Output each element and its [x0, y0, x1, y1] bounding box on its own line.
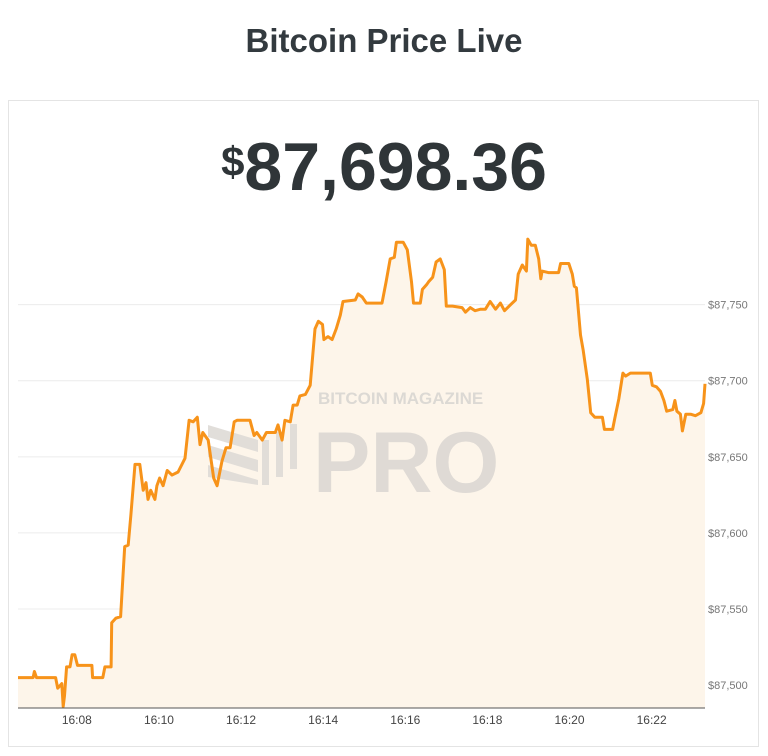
x-tick-label: 16:18 — [472, 713, 502, 727]
watermark-line1: BITCOIN MAGAZINE — [318, 389, 483, 408]
y-tick-label: $87,500 — [708, 680, 748, 692]
page-title: Bitcoin Price Live — [245, 22, 523, 59]
x-tick-label: 16:08 — [62, 713, 92, 727]
price-line — [18, 237, 707, 708]
y-tick-label: $87,700 — [708, 376, 748, 388]
price-value: 87,698.36 — [244, 129, 547, 205]
x-tick-label: 16:14 — [308, 713, 338, 727]
watermark-line2: PRO — [313, 415, 499, 511]
current-price: $87,698.36 — [0, 128, 768, 206]
x-tick-label: 16:12 — [226, 713, 256, 727]
y-tick-label: $87,550 — [708, 604, 748, 616]
x-tick-label: 16:10 — [144, 713, 174, 727]
y-tick-label: $87,750 — [708, 300, 748, 312]
currency-symbol: $ — [221, 138, 245, 185]
y-tick-label: $87,600 — [708, 528, 748, 540]
price-area-fill — [18, 239, 705, 708]
chart-card — [8, 100, 759, 747]
watermark-logo: BITCOIN MAGAZINE PRO — [208, 389, 499, 511]
x-tick-label: 16:20 — [555, 713, 585, 727]
x-tick-label: 16:16 — [390, 713, 420, 727]
y-tick-label: $87,650 — [708, 452, 748, 464]
x-tick-label: 16:22 — [637, 713, 667, 727]
